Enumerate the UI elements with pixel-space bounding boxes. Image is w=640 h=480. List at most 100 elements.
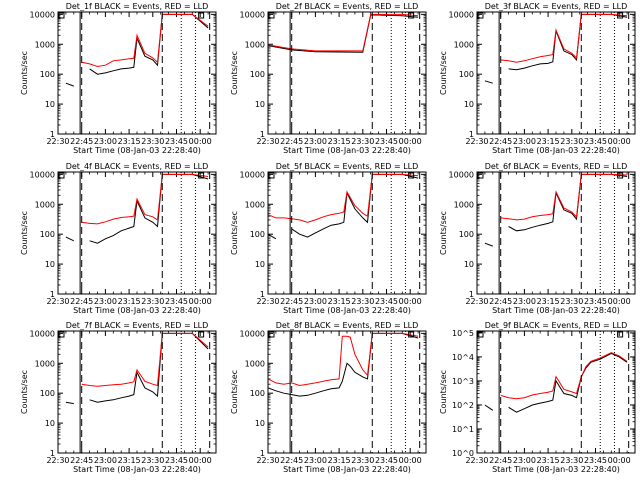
- marker-square-right: [408, 172, 415, 179]
- y-tick-label: 10^4: [452, 353, 474, 362]
- series-events-line: [484, 352, 628, 413]
- y-axis-label: Counts/sec: [20, 211, 29, 255]
- panel-det-3: Det_3f BLACK = Events, RED = LLD 1 10 100 10…: [439, 2, 636, 155]
- plot-frame: [57, 330, 217, 454]
- y-tick-label: 1000: [35, 359, 55, 368]
- y-tick-label: 1000: [454, 40, 474, 49]
- x-tick-label: 22:45: [489, 297, 512, 306]
- y-tick-label: 1: [260, 130, 265, 139]
- panel-det-4: Det_4f BLACK = Events, RED = LLD 1 10 100 10…: [20, 162, 217, 315]
- x-tick-label: 23:45: [584, 137, 607, 146]
- x-axis-label: Start Time (08-Jan-03 22:28:40): [73, 306, 201, 315]
- panel-det-1: Det_1f BLACK = Events, RED = LLD 1 10 100 10…: [20, 2, 217, 155]
- marker-square-right: [198, 331, 205, 338]
- plot-frame: [267, 330, 427, 454]
- y-tick-label: 10: [255, 419, 265, 428]
- y-tick-label: 10^2: [452, 401, 474, 410]
- marker-square-right: [408, 331, 415, 338]
- y-axis-label: Counts/sec: [20, 51, 29, 95]
- y-tick-label: 100: [250, 70, 265, 79]
- x-tick-label: 23:15: [537, 137, 560, 146]
- series-lld-line: [81, 332, 209, 387]
- x-tick-label: 23:45: [584, 297, 607, 306]
- x-tick-label: 00:00: [608, 297, 631, 306]
- panel-title: Det_7f BLACK = Events, RED = LLD: [66, 321, 209, 330]
- marker-square-right: [408, 12, 415, 19]
- x-tick-label: 23:00: [513, 297, 536, 306]
- marker-square-left: [268, 331, 275, 338]
- x-tick-label: 23:45: [165, 456, 188, 465]
- y-axis-label: Counts/sec: [439, 370, 448, 414]
- y-tick-label: 1000: [35, 40, 55, 49]
- x-tick-label: 22:45: [489, 456, 512, 465]
- x-axis-label: Start Time (08-Jan-03 22:28:40): [492, 465, 620, 474]
- y-tick-label: 10: [45, 100, 55, 109]
- x-tick-label: 23:15: [118, 137, 141, 146]
- x-tick-label: 23:15: [118, 297, 141, 306]
- x-tick-label: 23:30: [141, 137, 164, 146]
- x-tick-label: 22:45: [280, 297, 303, 306]
- marker-square-left: [268, 12, 275, 19]
- marker-square-left: [477, 12, 484, 19]
- marker-square-left: [477, 331, 484, 338]
- y-tick-label: 10000: [449, 10, 474, 19]
- y-tick-label: 10000: [30, 329, 55, 338]
- x-tick-label: 22:30: [465, 297, 488, 306]
- y-tick-label: 10000: [240, 10, 265, 19]
- y-tick-label: 10: [255, 260, 265, 269]
- x-tick-label: 23:15: [328, 297, 351, 306]
- y-tick-label: 1: [50, 290, 55, 299]
- x-tick-label: 23:30: [141, 297, 164, 306]
- y-tick-label: 1000: [35, 200, 55, 209]
- x-tick-label: 00:00: [399, 297, 422, 306]
- x-tick-label: 22:45: [70, 297, 93, 306]
- y-tick-label: 10000: [449, 170, 474, 179]
- y-tick-label: 10000: [30, 170, 55, 179]
- x-tick-label: 23:15: [328, 137, 351, 146]
- x-tick-label: 23:00: [304, 297, 327, 306]
- panel-title: Det_6f BLACK = Events, RED = LLD: [485, 162, 628, 171]
- plot-frame: [267, 11, 427, 135]
- x-tick-label: 23:45: [375, 297, 398, 306]
- x-tick-label: 23:15: [537, 297, 560, 306]
- y-tick-label: 10: [464, 100, 474, 109]
- y-tick-label: 100: [40, 230, 55, 239]
- panel-title: Det_5f BLACK = Events, RED = LLD: [276, 162, 419, 171]
- x-tick-label: 23:00: [513, 137, 536, 146]
- marker-square-left: [477, 172, 484, 179]
- panel-det-6: Det_6f BLACK = Events, RED = LLD 1 10 100 10…: [439, 162, 636, 315]
- plot-frame: [57, 11, 217, 135]
- series-lld-line: [81, 173, 209, 225]
- x-tick-label: 22:30: [46, 137, 69, 146]
- x-tick-label: 23:30: [560, 456, 583, 465]
- y-tick-label: 1000: [454, 200, 474, 209]
- x-tick-label: 23:30: [560, 297, 583, 306]
- series-events-line: [484, 173, 628, 247]
- x-tick-label: 22:30: [256, 456, 279, 465]
- x-tick-label: 23:45: [375, 137, 398, 146]
- x-tick-label: 22:45: [70, 456, 93, 465]
- x-tick-label: 22:30: [465, 456, 488, 465]
- x-tick-label: 22:30: [465, 137, 488, 146]
- y-tick-label: 1: [50, 449, 55, 458]
- x-tick-label: 23:45: [584, 456, 607, 465]
- y-tick-label: 10: [45, 419, 55, 428]
- series-events-line: [65, 332, 209, 405]
- marker-square-left: [58, 331, 65, 338]
- x-tick-label: 23:00: [94, 297, 117, 306]
- y-tick-label: 1: [260, 449, 265, 458]
- x-tick-label: 22:45: [280, 456, 303, 465]
- y-tick-label: 10^1: [452, 425, 474, 434]
- y-tick-label: 10: [464, 260, 474, 269]
- x-axis-label: Start Time (08-Jan-03 22:28:40): [283, 465, 411, 474]
- y-axis-label: Counts/sec: [230, 211, 239, 255]
- x-axis-label: Start Time (08-Jan-03 22:28:40): [73, 146, 201, 155]
- x-tick-label: 23:45: [165, 137, 188, 146]
- marker-square-right: [617, 172, 624, 179]
- x-tick-label: 23:15: [537, 456, 560, 465]
- series-lld-line: [81, 13, 209, 68]
- x-tick-label: 00:00: [608, 456, 631, 465]
- x-tick-label: 23:45: [165, 297, 188, 306]
- panel-det-9: Det_9f BLACK = Events, RED = LLD 10^0 10^1…: [439, 321, 636, 474]
